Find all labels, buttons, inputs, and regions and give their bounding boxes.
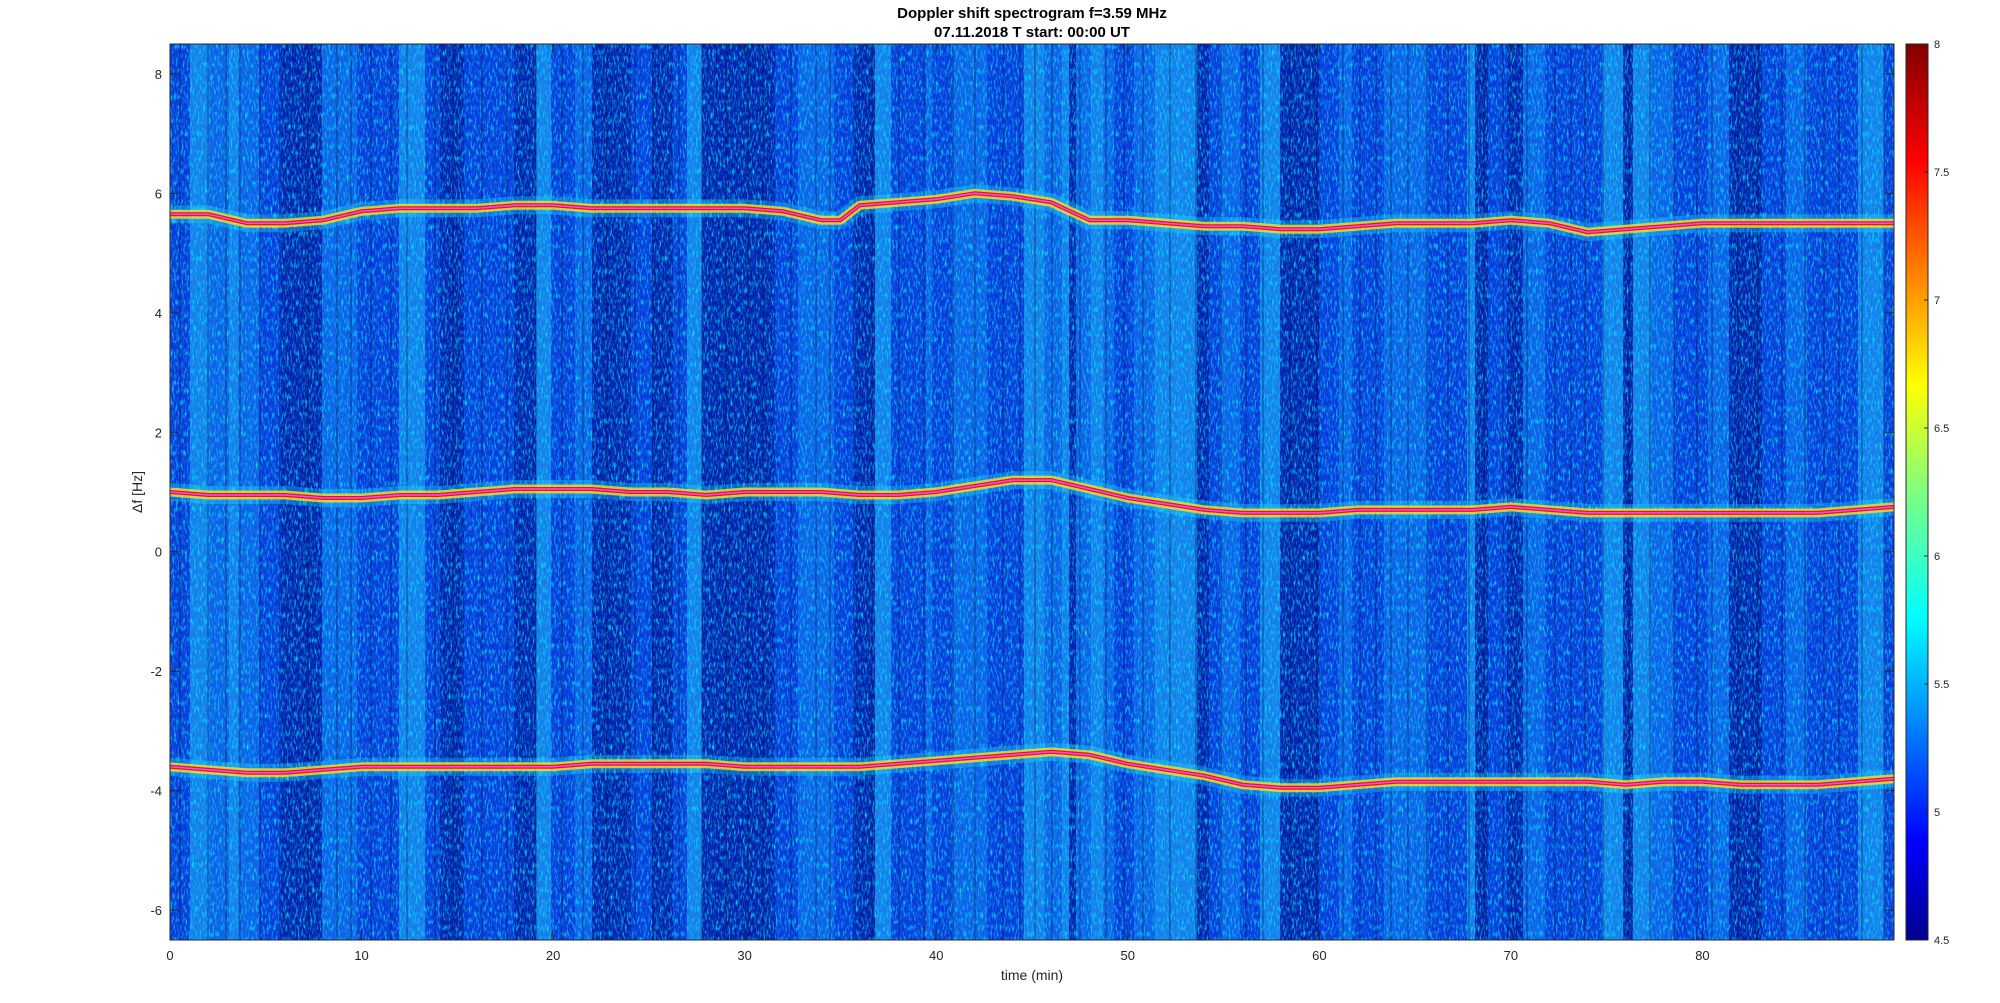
colorbar-tick-label: 6.5 (1934, 423, 1949, 435)
y-axis-ticks: 8 6 4 2 0 -2 -4 -6 (150, 67, 1894, 918)
colorbar-ticks: 8 7.5 7 6.5 6 5.5 5 4.5 (1924, 39, 1949, 947)
x-tick-label: 40 (929, 948, 943, 963)
y-tick-label: 4 (155, 306, 162, 321)
trace-line-lower (170, 751, 1894, 789)
y-tick-label: 8 (155, 67, 162, 82)
colorbar-tick-label: 5.5 (1934, 679, 1949, 691)
y-tick-label: -4 (150, 784, 162, 799)
x-tick-label: 20 (546, 948, 560, 963)
trace-line-middle (170, 479, 1894, 514)
x-axis-label: time (min) (1001, 967, 1063, 983)
spectrogram-plot-area (170, 44, 1894, 940)
chart-title: Doppler shift spectrogram f=3.59 MHz (897, 5, 1167, 22)
colorbar-tick-label: 7 (1934, 295, 1940, 307)
x-tick-label: 10 (354, 948, 368, 963)
y-tick-label: 0 (155, 545, 162, 560)
x-tick-label: 50 (1121, 948, 1135, 963)
chart-subtitle: 07.11.2018 T start: 00:00 UT (934, 24, 1130, 41)
y-tick-label: -6 (150, 903, 162, 918)
x-tick-label: 70 (1504, 948, 1518, 963)
colorbar-tick-label: 5 (1934, 807, 1940, 819)
x-tick-label: 80 (1695, 948, 1709, 963)
plot-frame (169, 43, 1895, 941)
x-tick-label: 0 (166, 948, 173, 963)
y-tick-label: 6 (155, 186, 162, 201)
colorbar-tick-label: 6 (1934, 551, 1940, 563)
colorbar-tick-label: 7.5 (1934, 167, 1949, 179)
colorbar: 8 7.5 7 6.5 6 5.5 5 4.5 (1905, 39, 1949, 947)
colorbar-tick-label: 8 (1934, 39, 1940, 51)
y-tick-label: 2 (155, 425, 162, 440)
signal-traces (170, 184, 1894, 797)
x-tick-label: 60 (1312, 948, 1326, 963)
colorbar-tick-label: 4.5 (1934, 935, 1949, 947)
y-tick-label: -2 (150, 664, 162, 679)
trace-line-upper (170, 192, 1894, 233)
x-axis-ticks: 0 10 20 30 40 50 60 70 80 (166, 44, 1710, 963)
x-tick-label: 30 (737, 948, 751, 963)
colorbar-gradient (1905, 43, 1929, 941)
y-axis-label: Δf [Hz] (129, 471, 145, 513)
